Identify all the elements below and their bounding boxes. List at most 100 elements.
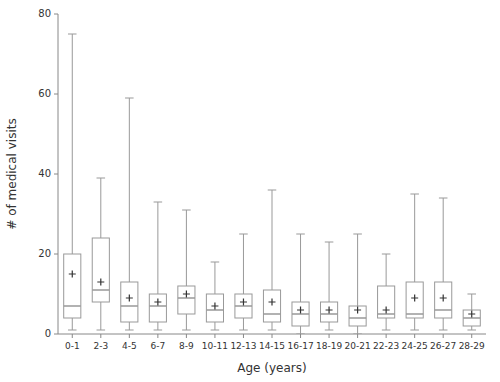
cap-high — [353, 234, 362, 235]
median — [263, 313, 280, 315]
box — [178, 286, 195, 314]
box-group — [463, 294, 480, 330]
x-tick-label: 16-17 — [287, 341, 313, 351]
box — [149, 294, 166, 322]
whisker-low — [214, 322, 215, 330]
box — [64, 254, 81, 318]
y-tick — [54, 14, 58, 15]
box — [321, 302, 338, 322]
x-tick — [300, 334, 301, 338]
whisker-low — [471, 326, 472, 330]
mean-marker — [240, 299, 247, 306]
mean-marker — [383, 307, 390, 314]
mean-marker — [126, 295, 133, 302]
cap-low — [268, 330, 277, 331]
y-tick — [54, 174, 58, 175]
box-group — [235, 234, 252, 330]
cap-low — [410, 330, 419, 331]
x-tick — [329, 334, 330, 338]
plot-area — [64, 34, 481, 334]
cap-low — [211, 330, 220, 331]
median — [406, 313, 423, 315]
cap-low — [182, 330, 191, 331]
x-tick — [214, 334, 215, 338]
median — [64, 305, 81, 307]
x-tick-label: 24-25 — [402, 341, 428, 351]
box — [292, 302, 309, 326]
mean-marker — [183, 291, 190, 298]
median — [349, 317, 366, 319]
cap-high — [410, 194, 419, 195]
x-tick-label: 6-7 — [151, 341, 166, 351]
cap-low — [97, 330, 106, 331]
box — [206, 294, 223, 322]
box-group — [121, 98, 138, 330]
y-tick — [54, 334, 58, 335]
x-tick-label: 10-11 — [202, 341, 228, 351]
cap-low — [467, 330, 476, 331]
whisker-high — [414, 194, 415, 282]
box-group — [292, 234, 309, 334]
mean-marker — [269, 299, 276, 306]
y-tick-label: 20 — [38, 248, 51, 259]
whisker-high — [386, 254, 387, 286]
box-group — [64, 34, 81, 330]
mean-marker — [326, 307, 333, 314]
whisker-low — [72, 318, 73, 330]
cap-high — [97, 178, 106, 179]
cap-high — [211, 262, 220, 263]
cap-low — [439, 330, 448, 331]
cap-low — [239, 330, 248, 331]
cap-high — [125, 98, 134, 99]
x-tick-label: 22-23 — [373, 341, 399, 351]
box — [406, 282, 423, 318]
cap-high — [268, 190, 277, 191]
box — [463, 310, 480, 326]
box-group — [349, 234, 366, 334]
cap-high — [325, 242, 334, 243]
box-group — [378, 254, 395, 330]
x-tick — [272, 334, 273, 338]
cap-high — [467, 294, 476, 295]
whisker-high — [300, 234, 301, 302]
box — [235, 294, 252, 318]
whisker-high — [471, 294, 472, 310]
box — [435, 282, 452, 318]
whisker-high — [100, 178, 101, 238]
median — [92, 289, 109, 291]
cap-low — [325, 330, 334, 331]
x-tick — [186, 334, 187, 338]
mean-marker — [154, 299, 161, 306]
cap-low — [353, 334, 362, 335]
box — [349, 306, 366, 326]
whisker-low — [414, 318, 415, 330]
cap-high — [182, 210, 191, 211]
cap-low — [125, 330, 134, 331]
whisker-high — [129, 98, 130, 282]
whisker-high — [157, 202, 158, 294]
x-tick-label: 2-3 — [93, 341, 108, 351]
y-axis-label: # of medical visits — [5, 118, 19, 229]
mean-marker — [69, 271, 76, 278]
whisker-low — [129, 322, 130, 330]
x-tick — [414, 334, 415, 338]
x-tick — [471, 334, 472, 338]
mean-marker — [440, 295, 447, 302]
box-group — [406, 194, 423, 330]
whisker-high — [272, 190, 273, 290]
mean-marker — [97, 279, 104, 286]
mean-marker — [297, 307, 304, 314]
whisker-low — [329, 322, 330, 330]
mean-marker — [411, 295, 418, 302]
box-group — [263, 190, 280, 330]
whisker-high — [329, 242, 330, 302]
chart-container: 0204060800-12-34-56-78-910-1112-1314-151… — [0, 0, 500, 382]
cap-low — [68, 330, 77, 331]
whisker-low — [300, 326, 301, 334]
x-tick — [443, 334, 444, 338]
box — [121, 282, 138, 322]
box-group — [435, 198, 452, 330]
cap-low — [154, 330, 163, 331]
whisker-high — [357, 234, 358, 306]
median — [435, 309, 452, 311]
